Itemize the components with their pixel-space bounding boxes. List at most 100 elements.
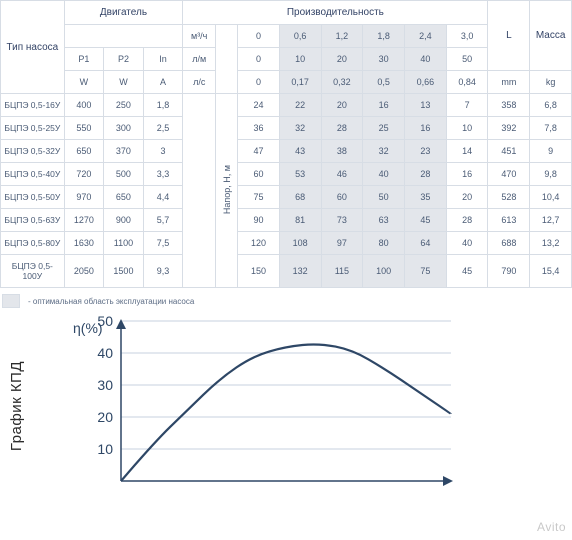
cell-p1: 970 (64, 186, 104, 209)
hdr-P2: P2 (104, 48, 144, 71)
cell-length: 688 (488, 232, 530, 255)
cell-p1: 1270 (64, 209, 104, 232)
cell-head: 115 (321, 255, 363, 288)
cell-head: 132 (279, 255, 321, 288)
hdr-ls-1: 0,17 (279, 71, 321, 94)
cell-head: 43 (279, 140, 321, 163)
cell-head: 16 (363, 94, 405, 117)
cell-head: 7 (446, 94, 488, 117)
cell-head: 16 (446, 163, 488, 186)
svg-text:20: 20 (97, 409, 113, 425)
legend-text: - оптимальная область эксплуатации насос… (28, 297, 194, 306)
cell-mass: 7,8 (530, 117, 572, 140)
table-head: Тип насоса Двигатель Производительность … (1, 1, 572, 94)
cell-unit-blank (183, 94, 216, 288)
cell-in: 4,4 (143, 186, 183, 209)
hdr-type: Тип насоса (1, 1, 65, 94)
hdr-ls-3: 0,5 (363, 71, 405, 94)
cell-p1: 720 (64, 163, 104, 186)
cell-head: 32 (279, 117, 321, 140)
cell-model: БЦПЭ 0,5-100У (1, 255, 65, 288)
cell-head: 20 (321, 94, 363, 117)
efficiency-chart: 1020304050η(%) (31, 316, 471, 496)
cell-mass: 12,7 (530, 209, 572, 232)
svg-text:40: 40 (97, 345, 113, 361)
cell-in: 3,3 (143, 163, 183, 186)
cell-model: БЦПЭ 0,5-80У (1, 232, 65, 255)
table-body: БЦПЭ 0,5-16У4002501,8Напор, Н, м24222016… (1, 94, 572, 288)
hdr-engine-spacer (64, 25, 183, 48)
hdr-lm-2: 20 (321, 48, 363, 71)
hdr-m3h: м³/ч (183, 25, 216, 48)
cell-head: 28 (446, 209, 488, 232)
cell-head: 45 (446, 255, 488, 288)
cell-napor-label: Напор, Н, м (216, 94, 238, 288)
cell-in: 9,3 (143, 255, 183, 288)
cell-mass: 13,2 (530, 232, 572, 255)
table-row: БЦПЭ 0,5-16У4002501,8Напор, Н, м24222016… (1, 94, 572, 117)
cell-head: 100 (363, 255, 405, 288)
cell-p2: 500 (104, 163, 144, 186)
cell-head: 32 (363, 140, 405, 163)
hdr-lm-5: 50 (446, 48, 488, 71)
cell-p1: 550 (64, 117, 104, 140)
cell-p2: 370 (104, 140, 144, 163)
table-row: БЦПЭ 0,5-25У5503002,53632282516103927,8 (1, 117, 572, 140)
cell-head: 10 (446, 117, 488, 140)
cell-head: 80 (363, 232, 405, 255)
cell-head: 150 (238, 255, 280, 288)
hdr-lm-0: 0 (238, 48, 280, 71)
cell-head: 22 (279, 94, 321, 117)
cell-p2: 900 (104, 209, 144, 232)
hdr-P1: P1 (64, 48, 104, 71)
hdr-ls-2: 0,32 (321, 71, 363, 94)
efficiency-chart-wrap: График КПД 1020304050η(%) (0, 316, 572, 496)
table-row: БЦПЭ 0,5-50У9706504,475686050352052810,4 (1, 186, 572, 209)
cell-length: 358 (488, 94, 530, 117)
cell-head: 14 (446, 140, 488, 163)
cell-model: БЦПЭ 0,5-50У (1, 186, 65, 209)
cell-head: 38 (321, 140, 363, 163)
hdr-m3h-3: 1,8 (363, 25, 405, 48)
cell-head: 24 (238, 94, 280, 117)
chart-title: График КПД (8, 361, 25, 451)
hdr-W1: W (64, 71, 104, 94)
hdr-perf: Производительность (183, 1, 488, 25)
hdr-kg: kg (530, 71, 572, 94)
cell-head: 40 (446, 232, 488, 255)
cell-in: 1,8 (143, 94, 183, 117)
table-row: БЦПЭ 0,5-100У205015009,31501321151007545… (1, 255, 572, 288)
cell-length: 790 (488, 255, 530, 288)
cell-p2: 250 (104, 94, 144, 117)
cell-head: 64 (404, 232, 446, 255)
hdr-A: A (143, 71, 183, 94)
cell-head: 75 (404, 255, 446, 288)
hdr-lm-4: 40 (404, 48, 446, 71)
cell-length: 470 (488, 163, 530, 186)
cell-head: 120 (238, 232, 280, 255)
hdr-m3h-4: 2,4 (404, 25, 446, 48)
hdr-engine: Двигатель (64, 1, 183, 25)
cell-model: БЦПЭ 0,5-40У (1, 163, 65, 186)
cell-head: 16 (404, 117, 446, 140)
cell-p1: 1630 (64, 232, 104, 255)
cell-in: 3 (143, 140, 183, 163)
cell-head: 45 (404, 209, 446, 232)
svg-text:η(%): η(%) (73, 320, 103, 336)
hdr-ls: л/с (183, 71, 216, 94)
cell-length: 451 (488, 140, 530, 163)
cell-head: 50 (363, 186, 405, 209)
legend-swatch (2, 294, 20, 308)
cell-p2: 650 (104, 186, 144, 209)
cell-head: 28 (404, 163, 446, 186)
cell-p2: 1100 (104, 232, 144, 255)
cell-head: 108 (279, 232, 321, 255)
cell-p2: 1500 (104, 255, 144, 288)
cell-head: 28 (321, 117, 363, 140)
cell-length: 613 (488, 209, 530, 232)
cell-model: БЦПЭ 0,5-32У (1, 140, 65, 163)
cell-in: 5,7 (143, 209, 183, 232)
svg-text:10: 10 (97, 441, 113, 457)
cell-head: 81 (279, 209, 321, 232)
hdr-ls-4: 0,66 (404, 71, 446, 94)
